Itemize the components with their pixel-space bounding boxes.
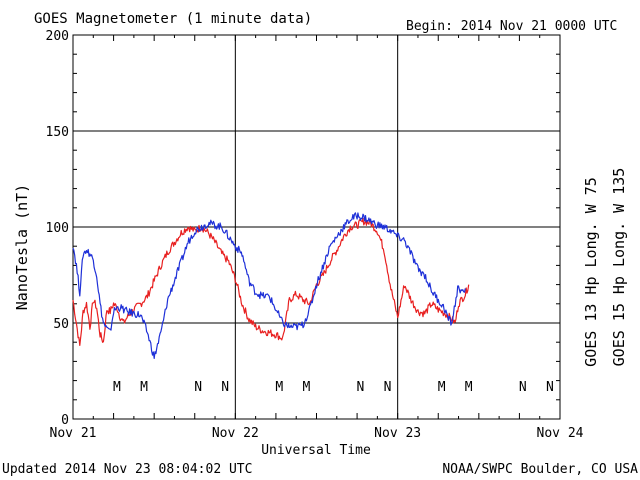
midnight-marker: N (519, 380, 527, 395)
y-tick-labels: 0 50 100 150 200 (46, 29, 69, 428)
updated-timestamp: Updated 2014 Nov 23 08:04:02 UTC (2, 462, 252, 477)
midnight-marker: N (221, 380, 229, 395)
noon-marker: M (275, 380, 283, 395)
legend-goes13: GOES 13 Hp Long. W 75 (582, 177, 600, 367)
noon-marker: M (140, 380, 148, 395)
y-tick-label: 200 (46, 29, 69, 44)
noon-marker: M (438, 380, 446, 395)
grid-lines (73, 35, 560, 419)
y-tick-label: 0 (61, 413, 69, 428)
noon-marker: M (465, 380, 473, 395)
midnight-marker: N (357, 380, 365, 395)
noon-marker: M (113, 380, 121, 395)
midnight-marker: N (194, 380, 202, 395)
x-tick-label: Nov 21 (50, 426, 97, 441)
y-tick-label: 100 (46, 221, 69, 236)
source-credit: NOAA/SWPC Boulder, CO USA (442, 462, 638, 477)
x-tick-labels: Nov 21 Nov 22 Nov 23 Nov 24 (50, 426, 584, 441)
series-line-goes13 (72, 217, 470, 346)
begin-time-label: Begin: 2014 Nov 21 0000 UTC (406, 19, 617, 34)
noon-marker: M (302, 380, 310, 395)
midnight-marker: N (546, 380, 554, 395)
x-tick-label: Nov 22 (212, 426, 259, 441)
y-tick-label: 50 (53, 317, 69, 332)
midnight-marker: N (384, 380, 392, 395)
series-line-goes15 (72, 212, 466, 359)
chart-title: GOES Magnetometer (1 minute data) (34, 11, 312, 27)
y-axis-title: NanoTesla (nT) (13, 184, 31, 310)
x-axis-title: Universal Time (261, 443, 371, 458)
legend-goes15: GOES 15 Hp Long. W 135 (610, 168, 628, 367)
x-tick-label: Nov 23 (374, 426, 421, 441)
series-lines (72, 212, 470, 359)
y-tick-label: 150 (46, 125, 69, 140)
x-tick-label: Nov 24 (537, 426, 584, 441)
